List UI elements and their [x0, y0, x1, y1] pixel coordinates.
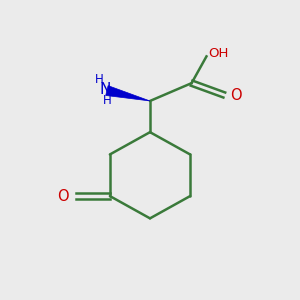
Text: O: O	[230, 88, 242, 103]
Polygon shape	[106, 85, 150, 101]
Text: H: H	[103, 94, 111, 107]
Text: O: O	[57, 189, 69, 204]
Text: OH: OH	[208, 47, 228, 60]
Text: N: N	[100, 82, 111, 97]
Text: H: H	[95, 73, 104, 86]
